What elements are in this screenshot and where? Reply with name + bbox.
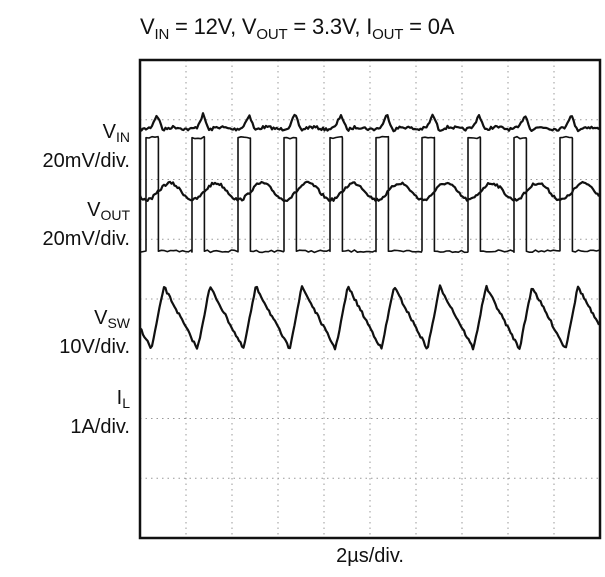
traces xyxy=(139,112,601,351)
trace-out xyxy=(139,180,600,203)
title-part-vin: VIN = 12V, xyxy=(140,14,242,43)
channel-name-vin: VIN xyxy=(102,121,130,145)
title-part-iout: IOUT = 0A xyxy=(366,14,455,43)
trace-l xyxy=(139,284,600,351)
channel-name-il: IL xyxy=(116,387,130,411)
x-axis-label: 2µs/div. xyxy=(336,545,404,567)
channel-scale-vsw: 10V/div. xyxy=(59,336,130,358)
channel-label-vout: VOUT 20mV/div. xyxy=(43,198,130,251)
plot-frame xyxy=(138,58,602,540)
channel-name-vout: VOUT xyxy=(87,199,130,223)
channel-scale-il: 1A/div. xyxy=(70,416,130,438)
channel-scale-vout: 20mV/div. xyxy=(42,228,130,250)
channel-label-il: IL 1A/div. xyxy=(70,386,130,439)
channel-label-vsw: VSW 10V/div. xyxy=(59,306,130,359)
channel-label-vin: VIN 20mV/div. xyxy=(43,120,130,173)
channel-scale-vin: 20mV/div. xyxy=(42,150,130,172)
title-part-vout: VOUT = 3.3V, xyxy=(241,14,367,43)
channel-name-vsw: VSW xyxy=(94,307,130,331)
chart-title: VIN = 12V, VOUT = 3.3V, IOUT = 0A xyxy=(140,14,600,43)
trace-in xyxy=(139,112,600,133)
trace-sw xyxy=(139,135,601,254)
